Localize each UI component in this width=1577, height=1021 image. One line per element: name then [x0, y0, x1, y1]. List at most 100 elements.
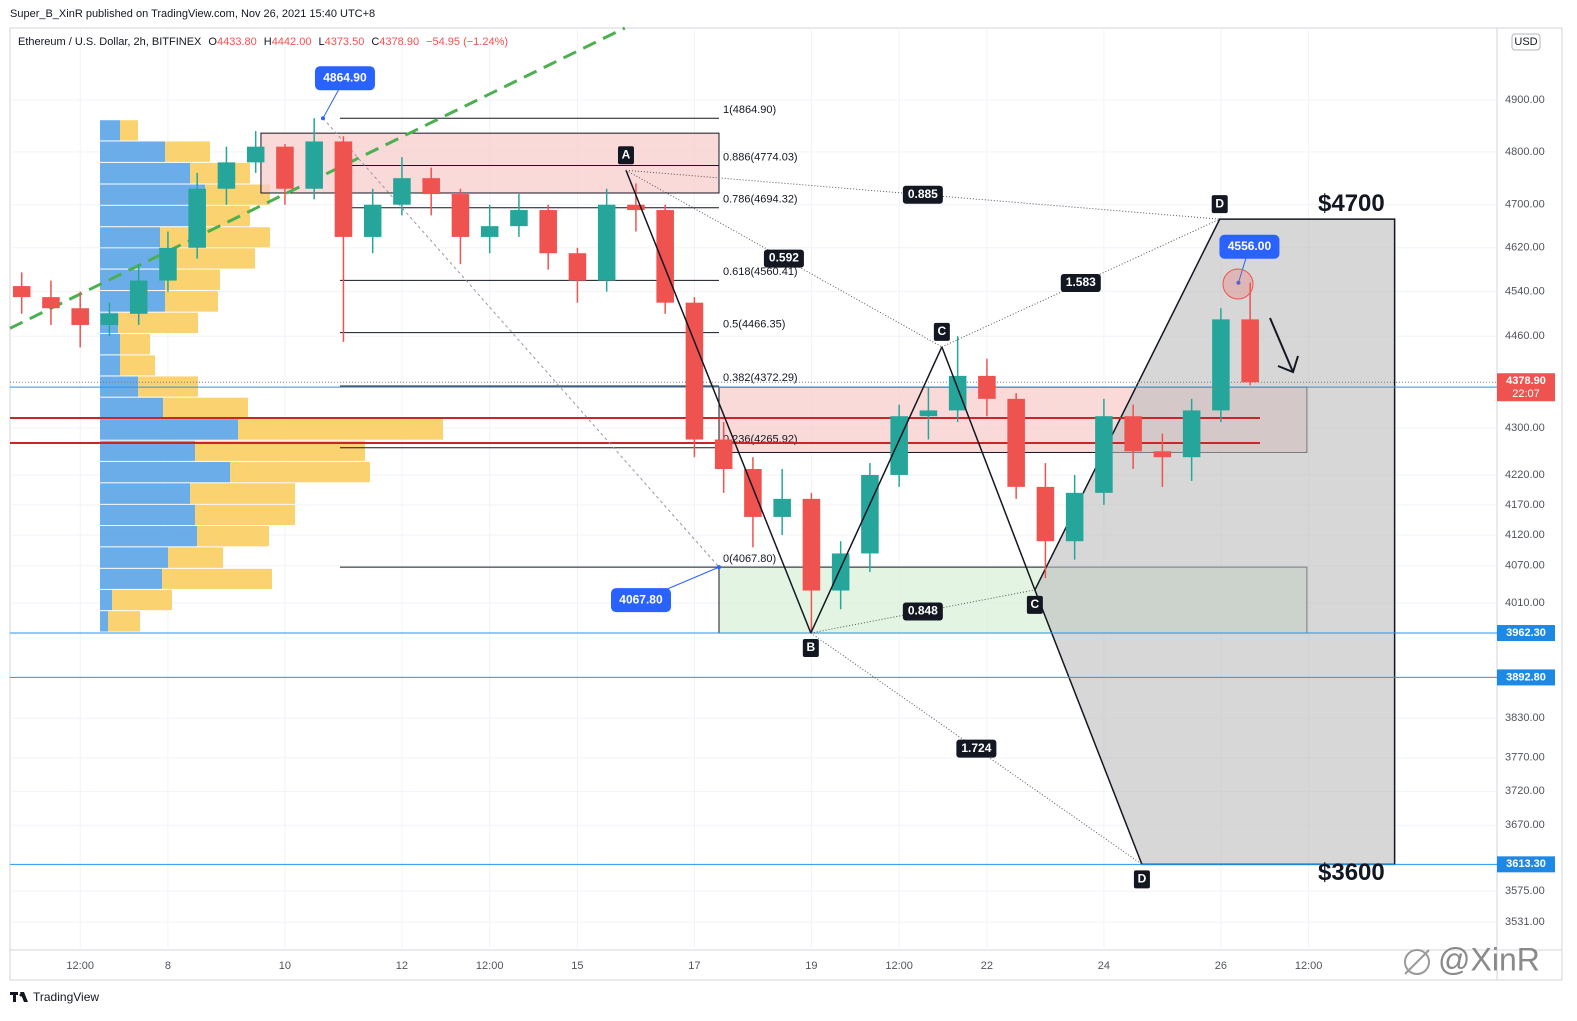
volume-sell — [205, 184, 270, 205]
candle-body — [978, 375, 996, 399]
volume-buy — [100, 269, 165, 291]
price-tag — [1497, 625, 1555, 642]
currency-box — [1511, 33, 1541, 51]
volume-sell — [238, 419, 443, 440]
last-price-label: 4378.90 — [1506, 375, 1546, 387]
candle-body — [363, 204, 382, 237]
legend-quote: O — [208, 36, 217, 48]
candle-body — [744, 469, 762, 517]
volume-sell — [168, 547, 223, 568]
countdown-label: 22:07 — [1512, 388, 1540, 400]
legend-quote: 4433.80 — [217, 36, 257, 48]
volume-buy — [100, 504, 195, 526]
point-box — [1026, 595, 1043, 614]
candle-body — [334, 141, 353, 237]
volume-sell — [195, 205, 250, 227]
fib-label: 0.382(4372.29) — [723, 372, 798, 384]
y-tick-label: 3531.00 — [1505, 916, 1545, 928]
volume-sell — [195, 440, 365, 461]
volume-buy — [100, 568, 162, 589]
point-label: A — [622, 147, 631, 161]
point-box — [933, 322, 950, 341]
candle-body — [597, 204, 616, 281]
point-box — [1133, 870, 1150, 889]
fib-label: 0(4067.80) — [723, 553, 776, 565]
y-tick-label: 4900.00 — [1505, 94, 1545, 106]
target-label: $3600 — [1318, 859, 1385, 886]
candle-body — [100, 313, 119, 325]
point-label: C — [1031, 597, 1040, 611]
point-box — [1211, 195, 1228, 214]
volume-buy — [100, 611, 108, 632]
x-tick-label: 12:00 — [1295, 960, 1323, 972]
volume-buy — [100, 248, 165, 269]
legend-quote: L — [318, 36, 324, 48]
price-tag — [1497, 856, 1555, 873]
last-price-tag — [1497, 373, 1555, 402]
candle-body — [539, 210, 557, 254]
volume-sell — [165, 248, 255, 269]
candle-body — [42, 297, 60, 309]
volume-buy — [100, 141, 165, 162]
callout-box — [314, 66, 375, 91]
candle-body — [276, 146, 294, 189]
ratio-box — [763, 249, 804, 268]
candle-body — [393, 178, 411, 205]
candle-body — [1007, 398, 1025, 487]
candle-body — [217, 162, 236, 189]
point-label: B — [806, 640, 815, 654]
candle-body — [568, 253, 587, 281]
retrace-line — [322, 117, 720, 568]
candle-body — [159, 247, 177, 281]
y-tick-label: 4460.00 — [1505, 330, 1545, 342]
callout-label: 4864.90 — [323, 70, 367, 84]
candle-body — [1036, 486, 1055, 542]
volume-buy — [100, 355, 120, 376]
candle-body — [1182, 410, 1201, 458]
volume-sell — [108, 611, 140, 632]
legend-symbol: Ethereum / U.S. Dollar, 2h, BITFINEX — [18, 36, 202, 48]
candle-body — [802, 498, 821, 591]
x-tick-label: 22 — [981, 960, 993, 972]
volume-sell — [160, 227, 270, 248]
candle-body — [1153, 451, 1172, 458]
x-tick-label: 12:00 — [66, 960, 94, 972]
volume-buy — [100, 547, 168, 568]
point-box — [802, 639, 819, 658]
callout-anchor — [320, 116, 325, 121]
volume-sell — [120, 333, 150, 355]
y-tick-label: 4010.00 — [1505, 597, 1545, 609]
volume-buy — [100, 397, 163, 419]
projection-zone — [1034, 218, 1396, 866]
y-tick-label: 4700.00 — [1505, 199, 1545, 211]
ratio-label: 1.724 — [961, 741, 991, 755]
candle-body — [1212, 319, 1230, 411]
x-tick-label: 10 — [279, 960, 291, 972]
fib-label: 0.5(4466.35) — [723, 319, 785, 331]
target-label: $4700 — [1318, 190, 1385, 217]
candle-body — [1241, 319, 1259, 383]
candle-body — [773, 498, 791, 517]
price-tag-label: 3962.30 — [1506, 627, 1546, 639]
price-tag-label: 3892.80 — [1506, 671, 1546, 683]
candle-body — [480, 226, 499, 237]
candle-body — [627, 204, 645, 211]
volume-sell — [120, 120, 138, 141]
y-tick-label: 4800.00 — [1505, 146, 1545, 158]
volume-sell — [165, 141, 210, 162]
candle-body — [246, 146, 265, 163]
x-tick-label: 12 — [396, 960, 408, 972]
y-tick-label: 4120.00 — [1505, 529, 1545, 541]
callout-label: 4556.00 — [1228, 239, 1272, 253]
volume-buy — [100, 483, 190, 504]
volume-sell — [138, 376, 198, 397]
volume-buy — [100, 440, 195, 461]
point-label: C — [938, 324, 947, 338]
x-tick-label: 17 — [688, 960, 700, 972]
candle-body — [656, 210, 674, 303]
callout-box — [1219, 234, 1280, 259]
volume-buy — [100, 333, 120, 355]
pattern-leg — [625, 169, 812, 634]
fib-label: 0.886(4774.03) — [723, 151, 798, 163]
footer: TradingView — [33, 990, 99, 1004]
